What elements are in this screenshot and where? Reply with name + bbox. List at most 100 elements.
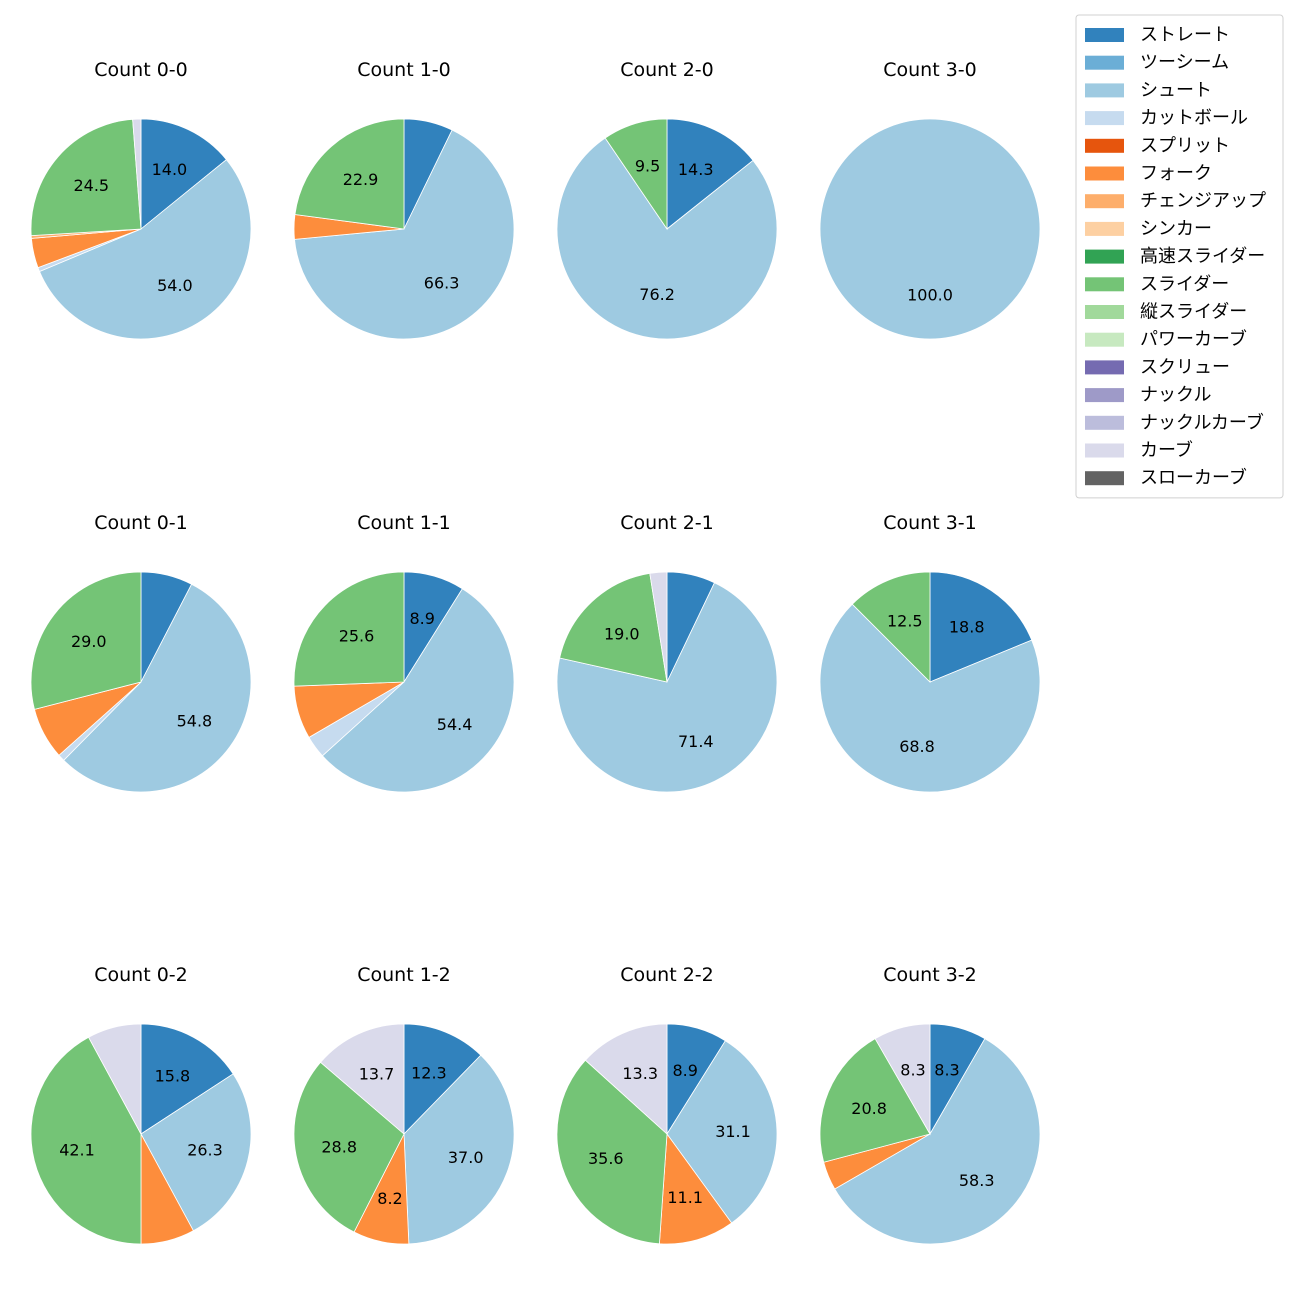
legend-swatch (1085, 415, 1124, 430)
pie-slice (649, 571, 668, 683)
slice-value-label: 8.9 (409, 609, 434, 628)
slice-value-label: 24.5 (73, 176, 109, 195)
slice-value-label: 42.1 (59, 1141, 95, 1160)
pie-count-2-1: Count 2-1 71.4 19.0 (556, 512, 778, 793)
legend-label: シュート (1140, 80, 1212, 101)
slice-value-label: 28.8 (321, 1137, 357, 1156)
slice-value-label: 9.5 (635, 156, 660, 175)
pie-title: Count 2-0 (620, 59, 714, 81)
pie-title: Count 3-1 (883, 512, 977, 534)
slice-value-label: 19.0 (604, 624, 640, 643)
slice-value-label: 8.9 (672, 1061, 697, 1080)
pie-slice (88, 1023, 142, 1135)
legend-swatch (1085, 83, 1124, 98)
slice-value-label: 29.0 (71, 632, 107, 651)
legend-label: ナックル (1140, 385, 1211, 406)
slice-value-label: 31.1 (715, 1122, 751, 1141)
legend-swatch (1085, 55, 1124, 70)
pie-slice (666, 118, 754, 230)
slice-value-label: 8.3 (934, 1061, 959, 1080)
legend-swatch (1085, 249, 1124, 264)
pie-slice (556, 137, 778, 340)
pie-slice (559, 572, 668, 683)
legend-swatch (1085, 443, 1124, 458)
slice-value-label: 100.0 (907, 286, 953, 305)
legend-label: パワーカーブ (1140, 328, 1247, 350)
legend-item: パワーカーブ (1085, 328, 1247, 350)
pie-slice (666, 1040, 778, 1224)
legend-swatch (1085, 111, 1124, 126)
pie-slice (294, 129, 515, 340)
legend-label: フォーク (1140, 163, 1212, 184)
legend: ストレートツーシームシュートカットボールスプリットフォークチェンジアップシンカー… (1075, 14, 1284, 499)
slice-value-label: 54.8 (177, 711, 213, 730)
legend-swatch (1085, 166, 1124, 181)
legend-label: スローカーブ (1140, 467, 1247, 489)
legend-item: シュート (1085, 80, 1212, 101)
pie-slice (819, 118, 1041, 340)
pie-title: Count 2-1 (620, 512, 714, 534)
legend-label: 高速スライダー (1140, 246, 1265, 267)
pie-slice (39, 159, 252, 340)
pie-title: Count 0-2 (94, 964, 188, 986)
slice-value-label: 18.8 (949, 618, 985, 637)
pie-slice (403, 1054, 515, 1245)
legend-label: チェンジアップ (1140, 191, 1266, 212)
pie-title: Count 0-0 (94, 59, 188, 81)
legend-label: スプリット (1140, 135, 1230, 156)
pie-slice (834, 1038, 1041, 1245)
legend-label: カーブ (1140, 439, 1193, 461)
pie-slice (658, 1132, 733, 1245)
legend-swatch (1085, 332, 1124, 347)
slice-value-label: 15.8 (155, 1067, 191, 1086)
legend-label: 縦スライダー (1140, 302, 1247, 323)
pie-slice (320, 1023, 405, 1135)
pie-slice (294, 118, 405, 230)
legend-label: シンカー (1140, 218, 1212, 239)
legend-label: スクリュー (1140, 357, 1230, 378)
pie-slice (140, 1023, 234, 1135)
legend-item: カットボール (1085, 108, 1248, 129)
slice-value-label: 66.3 (424, 274, 460, 293)
legend-label: スライダー (1140, 274, 1229, 295)
slice-value-label: 8.2 (377, 1189, 402, 1208)
pie-slice (293, 571, 405, 687)
slice-value-label: 11.1 (667, 1188, 703, 1207)
pie-slice (851, 571, 931, 683)
pie-slice (556, 582, 778, 793)
pie-slice (819, 1038, 931, 1163)
pie-slice (140, 118, 227, 230)
pie-count-3-0: Count 3-0 100.0 (819, 59, 1041, 340)
legend-swatch (1085, 305, 1124, 319)
pie-slice (929, 571, 1033, 683)
legend-swatch (1085, 194, 1124, 209)
slice-value-label: 76.2 (639, 285, 675, 304)
pie-count-1-2: Count 1-2 12.3 37.0 8.2 28.8 13.7 (293, 964, 515, 1245)
pie-slice (63, 583, 252, 793)
legend-item: 高速スライダー (1085, 246, 1265, 267)
slice-value-label: 25.6 (339, 627, 375, 646)
legend-item: スライダー (1085, 274, 1229, 295)
pie-count-3-1: Count 3-1 18.8 68.8 12.5 (819, 512, 1041, 793)
pie-slice (604, 118, 668, 231)
legend-item: ツーシーム (1085, 52, 1229, 73)
pie-count-2-0: Count 2-0 14.3 76.2 9.5 (556, 59, 778, 340)
pie-slice (140, 1073, 252, 1232)
legend-item: ナックルカーブ (1085, 411, 1264, 433)
slice-value-label: 37.0 (448, 1148, 484, 1167)
pie-slice (293, 1061, 405, 1233)
legend-item: ナックル (1085, 385, 1211, 406)
legend-swatch (1085, 221, 1124, 236)
pie-title: Count 3-2 (883, 964, 977, 986)
slice-value-label: 13.3 (622, 1064, 658, 1083)
slice-value-label: 54.0 (157, 276, 193, 295)
slice-value-label: 54.4 (437, 715, 473, 734)
pie-slice (30, 1036, 142, 1245)
pie-count-0-1: Count 0-1 54.8 29.0 (30, 512, 252, 793)
pie-title: Count 1-0 (357, 59, 451, 81)
pie-slice (584, 1023, 668, 1135)
pie-count-1-0: Count 1-0 66.3 22.9 (293, 59, 515, 340)
legend-swatch (1085, 28, 1124, 42)
